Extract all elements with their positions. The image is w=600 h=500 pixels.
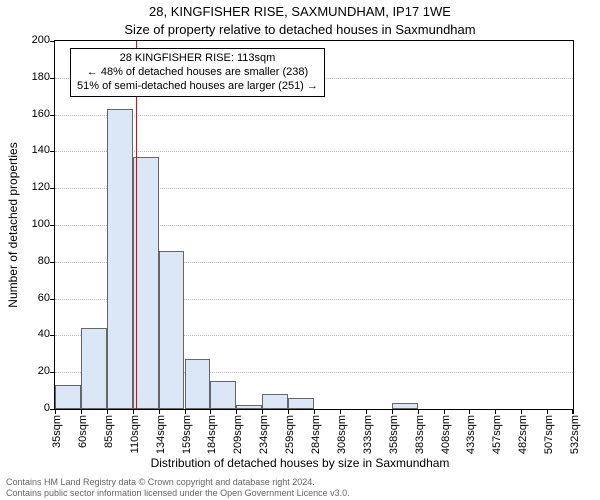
gridline (55, 115, 573, 116)
x-tick-mark (159, 409, 160, 414)
y-tick-mark (50, 41, 55, 42)
chart-container: 28, KINGFISHER RISE, SAXMUNDHAM, IP17 1W… (0, 0, 600, 500)
annotation-line2: ← 48% of detached houses are smaller (23… (77, 66, 318, 80)
y-tick-label: 140 (10, 144, 50, 156)
x-tick-label: 184sqm (206, 415, 218, 454)
y-tick-mark (50, 299, 55, 300)
histogram-bar (107, 109, 133, 409)
x-tick-mark (236, 409, 237, 414)
x-tick-mark (133, 409, 134, 414)
x-tick-mark (469, 409, 470, 414)
y-tick-label: 60 (10, 292, 50, 304)
x-tick-mark (418, 409, 419, 414)
x-tick-mark (262, 409, 263, 414)
y-tick-label: 80 (10, 255, 50, 267)
x-tick-mark (107, 409, 108, 414)
y-tick-label: 20 (10, 365, 50, 377)
y-tick-mark (50, 151, 55, 152)
y-tick-label: 0 (10, 402, 50, 414)
x-tick-label: 159sqm (181, 415, 193, 454)
x-tick-mark (573, 409, 574, 414)
histogram-bar (288, 398, 314, 409)
x-tick-label: 284sqm (310, 415, 322, 454)
x-tick-label: 60sqm (77, 415, 89, 448)
x-tick-label: 433sqm (465, 415, 477, 454)
x-tick-label: 234sqm (258, 415, 270, 454)
x-tick-mark (55, 409, 56, 414)
y-tick-mark (50, 225, 55, 226)
x-tick-label: 457sqm (491, 415, 503, 454)
histogram-bar (159, 251, 185, 409)
x-tick-mark (444, 409, 445, 414)
x-tick-mark (185, 409, 186, 414)
histogram-bar (81, 328, 107, 409)
histogram-bar (262, 394, 288, 409)
x-tick-label: 482sqm (517, 415, 529, 454)
y-tick-mark (50, 188, 55, 189)
chart-title-main: 28, KINGFISHER RISE, SAXMUNDHAM, IP17 1W… (0, 4, 600, 19)
x-tick-label: 85sqm (103, 415, 115, 448)
y-tick-mark (50, 78, 55, 79)
x-tick-label: 408sqm (440, 415, 452, 454)
x-tick-mark (210, 409, 211, 414)
histogram-bar (185, 359, 211, 409)
x-tick-mark (392, 409, 393, 414)
histogram-bar (55, 385, 81, 409)
x-tick-label: 507sqm (543, 415, 555, 454)
x-tick-label: 333sqm (362, 415, 374, 454)
histogram-bar (210, 381, 236, 409)
x-tick-label: 209sqm (232, 415, 244, 454)
x-tick-mark (495, 409, 496, 414)
y-tick-mark (50, 115, 55, 116)
x-tick-mark (81, 409, 82, 414)
y-tick-mark (50, 372, 55, 373)
footer-text: Contains HM Land Registry data © Crown c… (6, 477, 350, 498)
x-tick-mark (572, 409, 573, 414)
x-tick-label: 308sqm (336, 415, 348, 454)
y-tick-mark (50, 335, 55, 336)
x-tick-label: 134sqm (155, 415, 167, 454)
x-tick-label: 532sqm (569, 415, 581, 454)
y-tick-label: 100 (10, 218, 50, 230)
y-tick-label: 40 (10, 328, 50, 340)
annotation-box: 28 KINGFISHER RISE: 113sqm ← 48% of deta… (70, 48, 325, 97)
gridline (55, 151, 573, 152)
x-tick-mark (340, 409, 341, 414)
histogram-bar (236, 405, 262, 409)
x-tick-mark (366, 409, 367, 414)
x-tick-label: 383sqm (414, 415, 426, 454)
y-tick-label: 200 (10, 34, 50, 46)
x-axis-label: Distribution of detached houses by size … (0, 456, 600, 470)
annotation-line3: 51% of semi-detached houses are larger (… (77, 80, 318, 94)
y-tick-label: 160 (10, 108, 50, 120)
x-tick-label: 110sqm (129, 415, 141, 453)
x-tick-mark (288, 409, 289, 414)
footer-line1: Contains HM Land Registry data © Crown c… (6, 477, 350, 487)
chart-title-sub: Size of property relative to detached ho… (0, 22, 600, 37)
y-tick-label: 120 (10, 181, 50, 193)
x-tick-label: 259sqm (284, 415, 296, 454)
annotation-line1: 28 KINGFISHER RISE: 113sqm (77, 52, 318, 66)
x-tick-label: 35sqm (51, 415, 63, 448)
histogram-bar (392, 403, 418, 409)
x-tick-mark (521, 409, 522, 414)
x-tick-mark (547, 409, 548, 414)
y-tick-label: 180 (10, 71, 50, 83)
y-tick-mark (50, 262, 55, 263)
footer-line2: Contains public sector information licen… (6, 488, 350, 498)
x-tick-label: 358sqm (388, 415, 400, 454)
x-tick-mark (314, 409, 315, 414)
